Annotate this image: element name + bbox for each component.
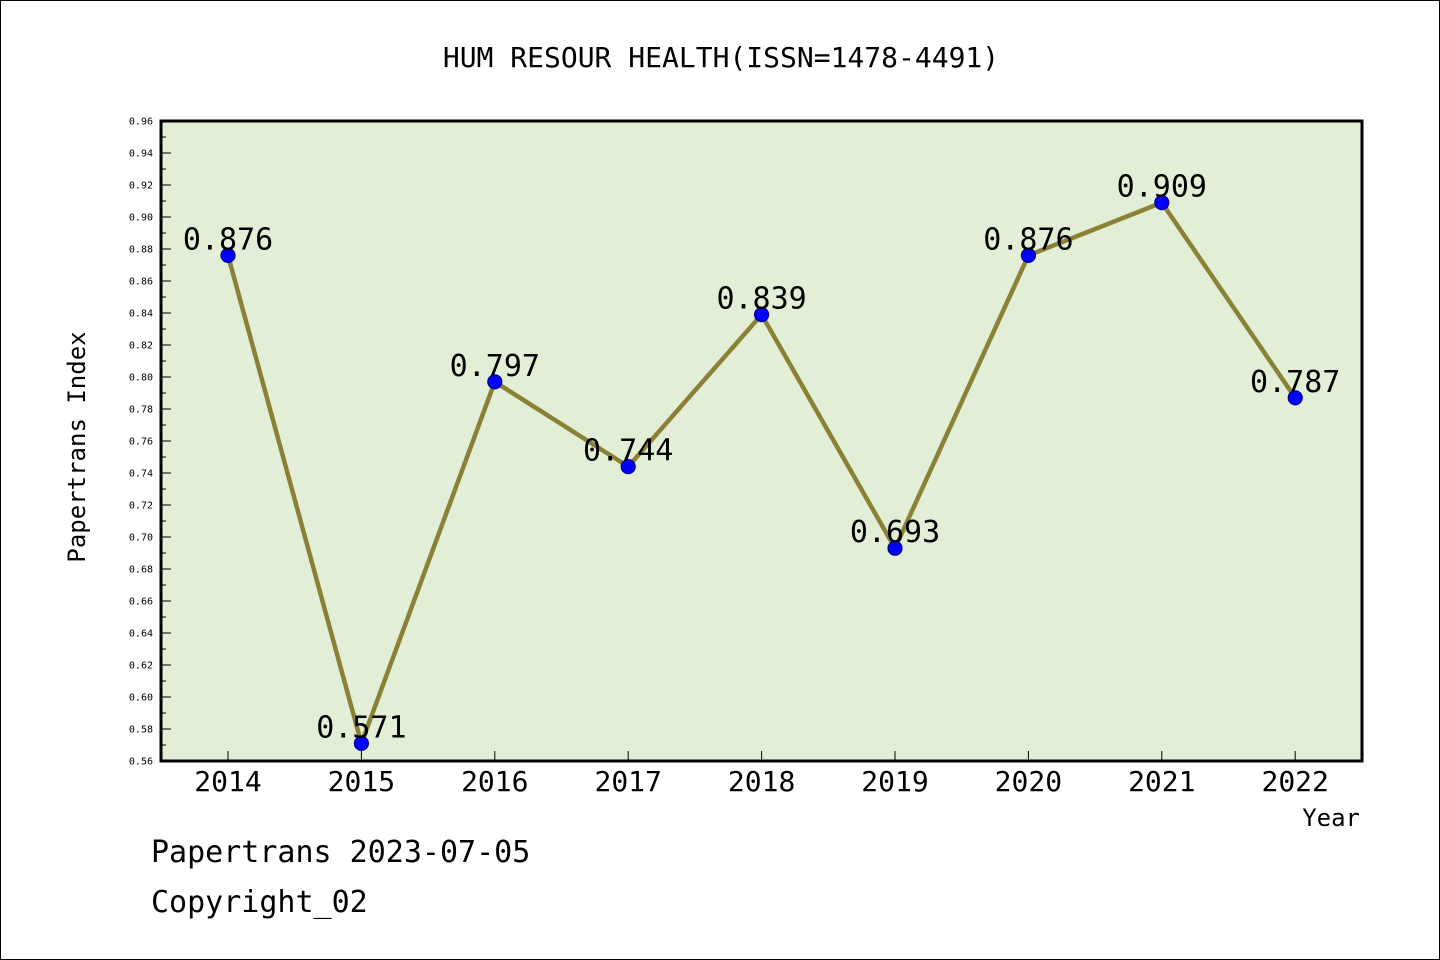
x-tick-label: 2021 — [1128, 765, 1195, 798]
data-label: 0.744 — [583, 434, 673, 469]
y-tick-label: 0.94 — [129, 149, 153, 160]
plot-border — [159, 119, 1364, 763]
data-label: 0.876 — [183, 222, 273, 257]
y-tick-label: 0.84 — [129, 309, 153, 320]
data-point — [220, 247, 236, 263]
y-axis: 0.56 0.58 0.60 0.62 0.64 0.66 0.68 0.70 0.72 0.74… — [129, 117, 171, 768]
data-point — [1020, 247, 1037, 263]
y-tick-label: 0.74 — [129, 469, 153, 480]
plot-area — [161, 121, 1362, 761]
data-point — [620, 459, 636, 475]
y-tick-label: 0.70 — [129, 533, 153, 544]
y-tick-label: 0.62 — [129, 661, 153, 672]
y-tick-label: 0.58 — [129, 725, 153, 736]
y-tick-label: 0.72 — [129, 501, 153, 512]
chart-title: HUM RESOUR HEALTH(ISSN=1478-4491) — [443, 41, 999, 74]
y-tick-label: 0.96 — [129, 117, 153, 128]
y-tick-label: 0.66 — [129, 597, 153, 608]
y-axis-title: Papertrans Index — [63, 331, 91, 562]
data-point — [1154, 195, 1170, 211]
y-tick-label: 0.80 — [129, 373, 153, 384]
y-tick-label: 0.76 — [129, 437, 153, 448]
data-point — [753, 307, 770, 323]
x-tick-label: 2019 — [861, 765, 928, 798]
y-tick-label: 0.60 — [129, 693, 153, 704]
data-point — [487, 374, 503, 390]
y-tick-label: 0.92 — [129, 181, 153, 192]
y-tick-label: 0.82 — [129, 341, 153, 352]
data-label: 0.839 — [716, 282, 806, 317]
data-label: 0.787 — [1250, 365, 1340, 400]
y-tick-label: 0.68 — [129, 565, 153, 576]
x-tick-label: 2020 — [995, 765, 1062, 798]
data-point — [353, 735, 369, 752]
x-tick-label: 2017 — [594, 765, 661, 798]
x-axis: 2014 2015 2016 2017 2018 2019 2020 2021 2022 — [194, 751, 1329, 798]
data-point — [1287, 390, 1303, 406]
y-tick-label: 0.78 — [129, 405, 153, 416]
x-tick-label: 2014 — [194, 765, 261, 798]
data-point — [887, 540, 903, 556]
x-tick-label: 2022 — [1261, 765, 1328, 798]
x-tick-label: 2018 — [728, 765, 795, 798]
series-layer: 0.876 0.571 0.797 0.744 0.839 0.693 0.876 0.909… — [183, 170, 1340, 752]
footer-copyright: Copyright_02 — [151, 885, 368, 920]
y-tick-label: 0.90 — [129, 213, 153, 224]
data-label: 0.571 — [316, 710, 406, 745]
x-axis-title: Year — [1302, 804, 1360, 832]
data-label: 0.876 — [983, 222, 1073, 257]
y-tick-label: 0.56 — [129, 757, 153, 768]
x-tick-label: 2016 — [461, 765, 528, 798]
y-tick-label: 0.64 — [129, 629, 153, 640]
data-label: 0.797 — [450, 349, 540, 384]
footer-date: Papertrans 2023-07-05 — [151, 835, 531, 870]
y-tick-label: 0.86 — [129, 277, 153, 288]
data-label: 0.693 — [850, 515, 940, 550]
y-tick-label: 0.88 — [129, 245, 153, 256]
x-tick-label: 2015 — [328, 765, 395, 798]
data-label: 0.909 — [1117, 170, 1207, 205]
